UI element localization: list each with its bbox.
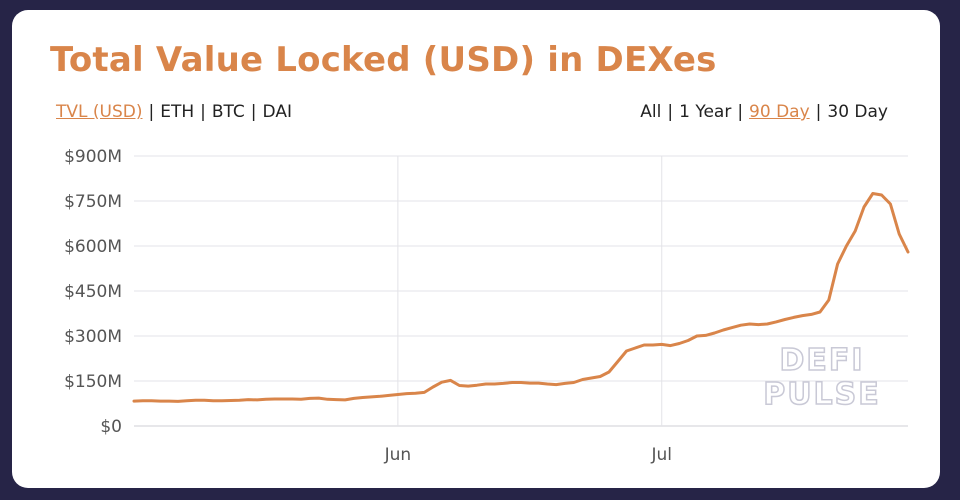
range-selector: All | 1 Year | 90 Day | 30 Day — [640, 102, 888, 122]
y-tick-label: $150M — [64, 372, 122, 392]
metric-selector: TVL (USD) | ETH | BTC | DAI — [56, 102, 292, 122]
y-tick-label: $900M — [64, 147, 122, 167]
separator: | — [148, 102, 155, 122]
metric-option-tvl-usd[interactable]: TVL (USD) — [56, 102, 143, 122]
watermark-line-1: DEFI — [779, 343, 864, 378]
range-option-90-day[interactable]: 90 Day — [749, 102, 810, 122]
chart-title: Total Value Locked (USD) in DEXes — [50, 40, 717, 80]
range-option-1-year[interactable]: 1 Year — [679, 102, 732, 122]
range-option-30-day[interactable]: 30 Day — [827, 102, 888, 122]
range-option-all[interactable]: All — [640, 102, 662, 122]
line-chart: $0 $150M $300M $450M $600M $750M $900M Jun Jul D… — [64, 147, 910, 465]
y-tick-label: $450M — [64, 282, 122, 302]
y-tick-label: $0 — [100, 417, 122, 437]
separator: | — [200, 102, 206, 122]
metric-option-dai[interactable]: DAI — [262, 102, 292, 122]
y-tick-label: $300M — [64, 327, 122, 347]
tvl-series-line — [132, 192, 910, 403]
watermark-line-2: PULSE — [763, 377, 881, 412]
metric-option-btc[interactable]: BTC — [211, 102, 245, 122]
x-tick-label: Jul — [650, 445, 672, 465]
metric-option-eth[interactable]: ETH — [160, 102, 195, 122]
chart-card: Total Value Locked (USD) in DEXes TVL (U… — [12, 10, 940, 488]
separator: | — [737, 102, 744, 122]
y-tick-label: $600M — [64, 237, 122, 257]
separator: | — [250, 102, 257, 122]
separator: | — [667, 102, 674, 122]
y-tick-label: $750M — [64, 192, 122, 212]
separator: | — [815, 102, 822, 122]
x-tick-label: Jun — [384, 445, 412, 465]
